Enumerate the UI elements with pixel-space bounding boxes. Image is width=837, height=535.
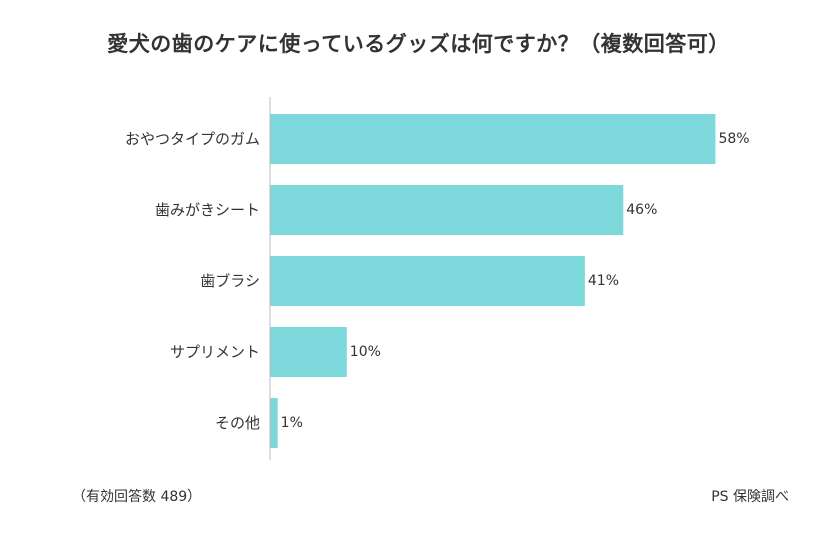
category-label-4: サプリメント bbox=[170, 343, 260, 361]
value-labels: 58% 46% 41% 10% 1% bbox=[281, 131, 750, 431]
value-label-1: 58% bbox=[718, 131, 749, 147]
value-label-2: 46% bbox=[626, 202, 657, 218]
category-label-3: 歯ブラシ bbox=[200, 272, 260, 290]
sample-size-note: （有効回答数 489） bbox=[72, 489, 202, 505]
bar-3 bbox=[270, 256, 585, 306]
category-label-1: おやつタイプのガム bbox=[125, 130, 260, 148]
value-label-3: 41% bbox=[588, 273, 619, 289]
value-label-4: 10% bbox=[350, 344, 381, 360]
bar-2 bbox=[270, 185, 624, 235]
source-note: PS 保険調べ bbox=[711, 489, 789, 505]
bars-layer bbox=[270, 114, 716, 448]
category-label-2: 歯みがきシート bbox=[155, 201, 260, 219]
value-label-5: 1% bbox=[281, 415, 303, 431]
category-label-5: その他 bbox=[215, 414, 260, 432]
bar-5 bbox=[270, 398, 278, 448]
chart-title: 愛犬の歯のケアに使っているグッズは何ですか？（複数回答可） bbox=[107, 32, 730, 56]
bar-1 bbox=[270, 114, 716, 164]
bar-4 bbox=[270, 327, 347, 377]
